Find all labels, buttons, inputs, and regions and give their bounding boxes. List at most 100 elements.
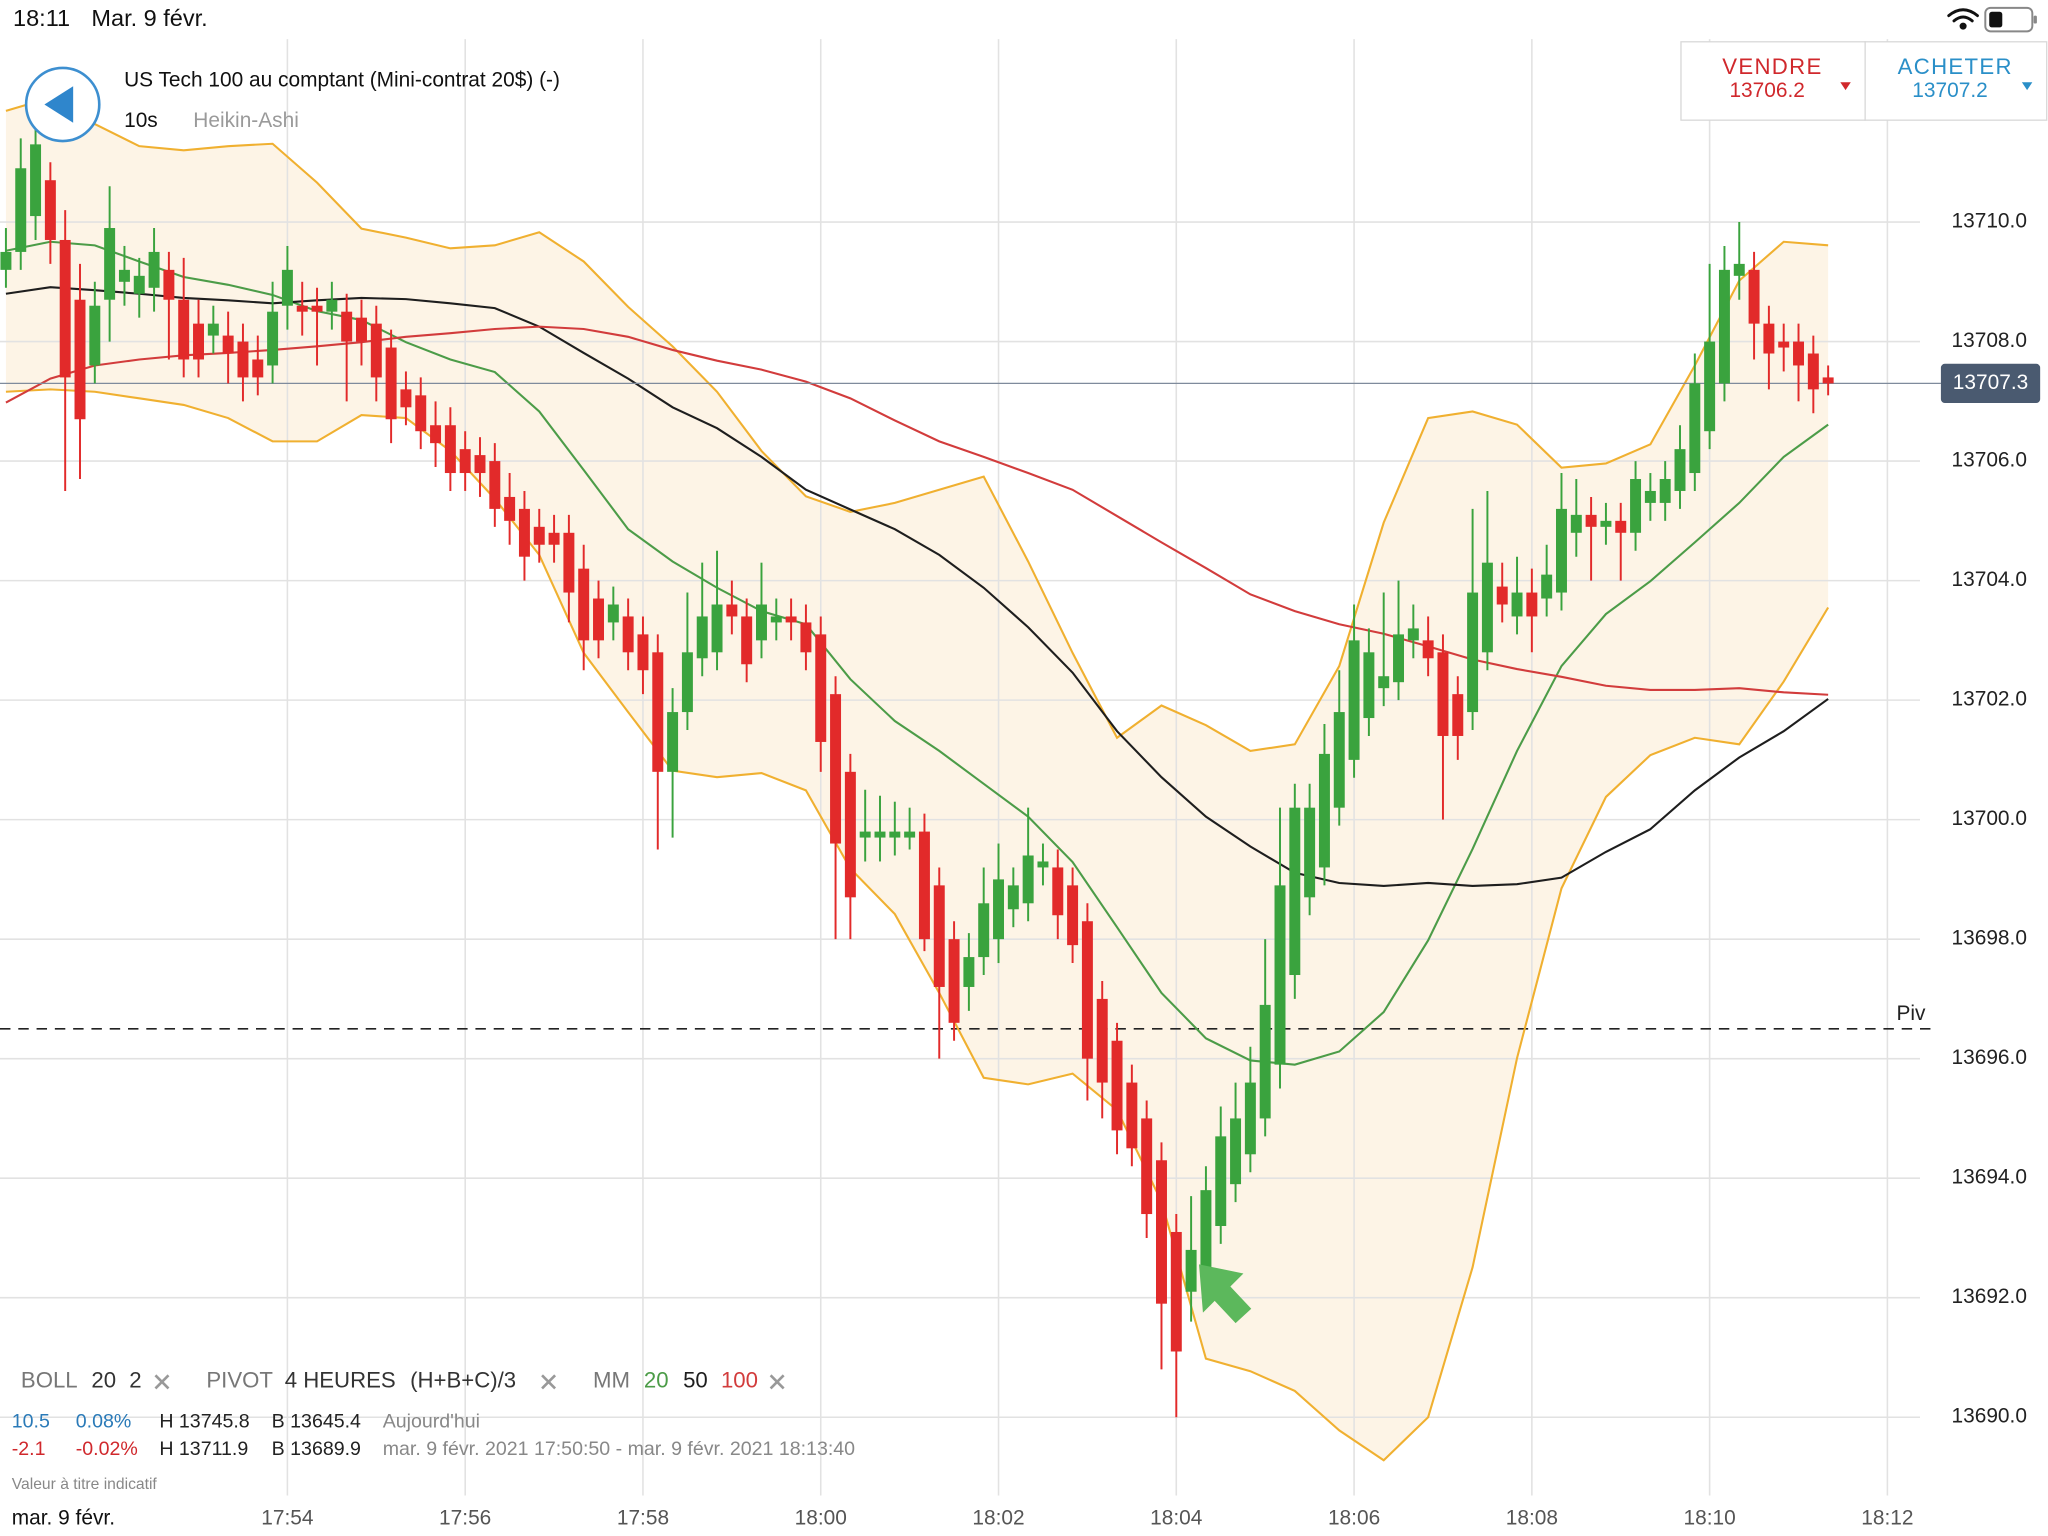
candle-body: [1659, 479, 1671, 503]
moving-average: [5, 240, 1829, 1066]
battery-icon: [1984, 6, 2037, 33]
candle-body: [948, 939, 960, 1023]
candle-body: [1674, 449, 1686, 491]
period: Aujourd'hui: [383, 1411, 480, 1433]
x-tick-label: 18:08: [1506, 1507, 1558, 1530]
candle-body: [1393, 634, 1405, 683]
candle-body: [533, 526, 545, 545]
candle-body: [830, 694, 842, 844]
candle-body: [1526, 592, 1538, 617]
candle-body: [1200, 1190, 1212, 1268]
candle-body: [430, 425, 442, 444]
candle-body: [222, 335, 234, 354]
candle-body: [889, 831, 901, 838]
candle-body: [963, 957, 975, 987]
candle-body: [978, 903, 990, 958]
boll-period: 20: [91, 1368, 116, 1393]
candle-body: [1822, 377, 1834, 384]
remove-mm[interactable]: [769, 1374, 785, 1390]
chart-style[interactable]: Heikin-Ashi: [193, 109, 299, 132]
candle-body: [1718, 269, 1730, 384]
candle-body: [548, 532, 560, 545]
high: H 13711.9: [159, 1438, 248, 1460]
candle-body: [281, 269, 293, 306]
candle-body: [1067, 885, 1079, 946]
bollinger-band: [5, 388, 1830, 1462]
interval[interactable]: 10s: [124, 109, 158, 132]
candle-body: [163, 269, 175, 300]
x-tick-label: 17:56: [439, 1507, 491, 1530]
boll-width: 2: [129, 1368, 141, 1393]
x-tick-label: 18:04: [1150, 1507, 1202, 1530]
y-tick-label: 13696.0: [1951, 1046, 2026, 1069]
candle-body: [1274, 885, 1286, 1065]
buy-button[interactable]: ACHETER 13707.2: [1864, 41, 2048, 121]
status-time: 18:11: [13, 5, 70, 31]
candle-body: [593, 598, 605, 641]
candle-body: [1289, 807, 1301, 976]
candle-body: [311, 305, 323, 312]
candle-body: [518, 508, 530, 557]
y-tick-label: 13694.0: [1951, 1166, 2026, 1189]
candle-body: [148, 251, 160, 288]
pivot-label: Piv: [1896, 1002, 1926, 1025]
y-tick-label: 13706.0: [1951, 449, 2026, 472]
x-tick-label: 18:02: [972, 1507, 1024, 1530]
candle-body: [267, 311, 279, 366]
candle-body: [1615, 520, 1627, 533]
candle-body: [1304, 807, 1316, 898]
candle-body: [44, 180, 56, 240]
candle-body: [667, 712, 679, 772]
x-tick-label: 18:12: [1861, 1507, 1913, 1530]
candle-body: [1793, 341, 1805, 366]
candle-body: [207, 323, 219, 336]
change-pct: 0.08%: [76, 1411, 132, 1433]
candle-body: [1733, 263, 1745, 276]
band-fill: [5, 97, 1829, 1461]
candle-body: [1422, 640, 1434, 659]
x-date: mar. 9 févr.: [12, 1507, 115, 1530]
candle-body: [341, 311, 353, 342]
high: H 13745.8: [159, 1411, 249, 1433]
candle-body: [1096, 998, 1108, 1083]
candle-body: [1155, 1160, 1167, 1304]
candle-body: [1644, 490, 1656, 503]
candle-body: [1496, 586, 1508, 605]
status-date: Mar. 9 févr.: [91, 5, 207, 31]
remove-pivot[interactable]: [541, 1374, 557, 1390]
candle-body: [770, 616, 782, 623]
candle-body: [252, 359, 264, 378]
buy-label: ACHETER: [1898, 54, 2013, 79]
remove-boll[interactable]: [154, 1374, 170, 1390]
candle-body: [637, 634, 649, 671]
candle-body: [1126, 1082, 1138, 1149]
candle-body: [785, 616, 797, 623]
candle-body: [918, 831, 930, 940]
candle-body: [1807, 353, 1819, 390]
sell-price: 13706.2: [1729, 79, 1804, 102]
annotation-arrow: [1199, 1264, 1252, 1324]
low: B 13645.4: [272, 1411, 361, 1433]
last-price-label: 13707.3: [1953, 371, 2028, 394]
candle-body: [118, 269, 130, 282]
y-tick-label: 13690.0: [1951, 1405, 2026, 1428]
candle-body: [844, 771, 856, 898]
candle-body: [1778, 341, 1790, 348]
candle-body: [1081, 921, 1093, 1059]
indicator-legend: BOLL 20 2 PIVOT 4 HEURES (H+B+C)/3 MM 20…: [21, 1368, 785, 1393]
pivot-formula: (H+B+C)/3: [410, 1368, 516, 1393]
candle-body: [1748, 269, 1760, 324]
x-tick-label: 18:10: [1684, 1507, 1736, 1530]
back-button[interactable]: [24, 66, 101, 143]
candle-body: [1318, 753, 1330, 868]
candle-body: [622, 616, 634, 653]
candle-body: [59, 239, 71, 378]
candle-body: [1570, 514, 1582, 533]
candle-body: [237, 341, 249, 378]
candle-body: [652, 652, 664, 772]
candle-body: [1467, 592, 1479, 713]
candle-body: [1111, 1040, 1123, 1131]
candle-body: [489, 461, 501, 509]
sell-button[interactable]: VENDRE 13706.2: [1680, 41, 1866, 121]
candle-body: [993, 879, 1005, 940]
